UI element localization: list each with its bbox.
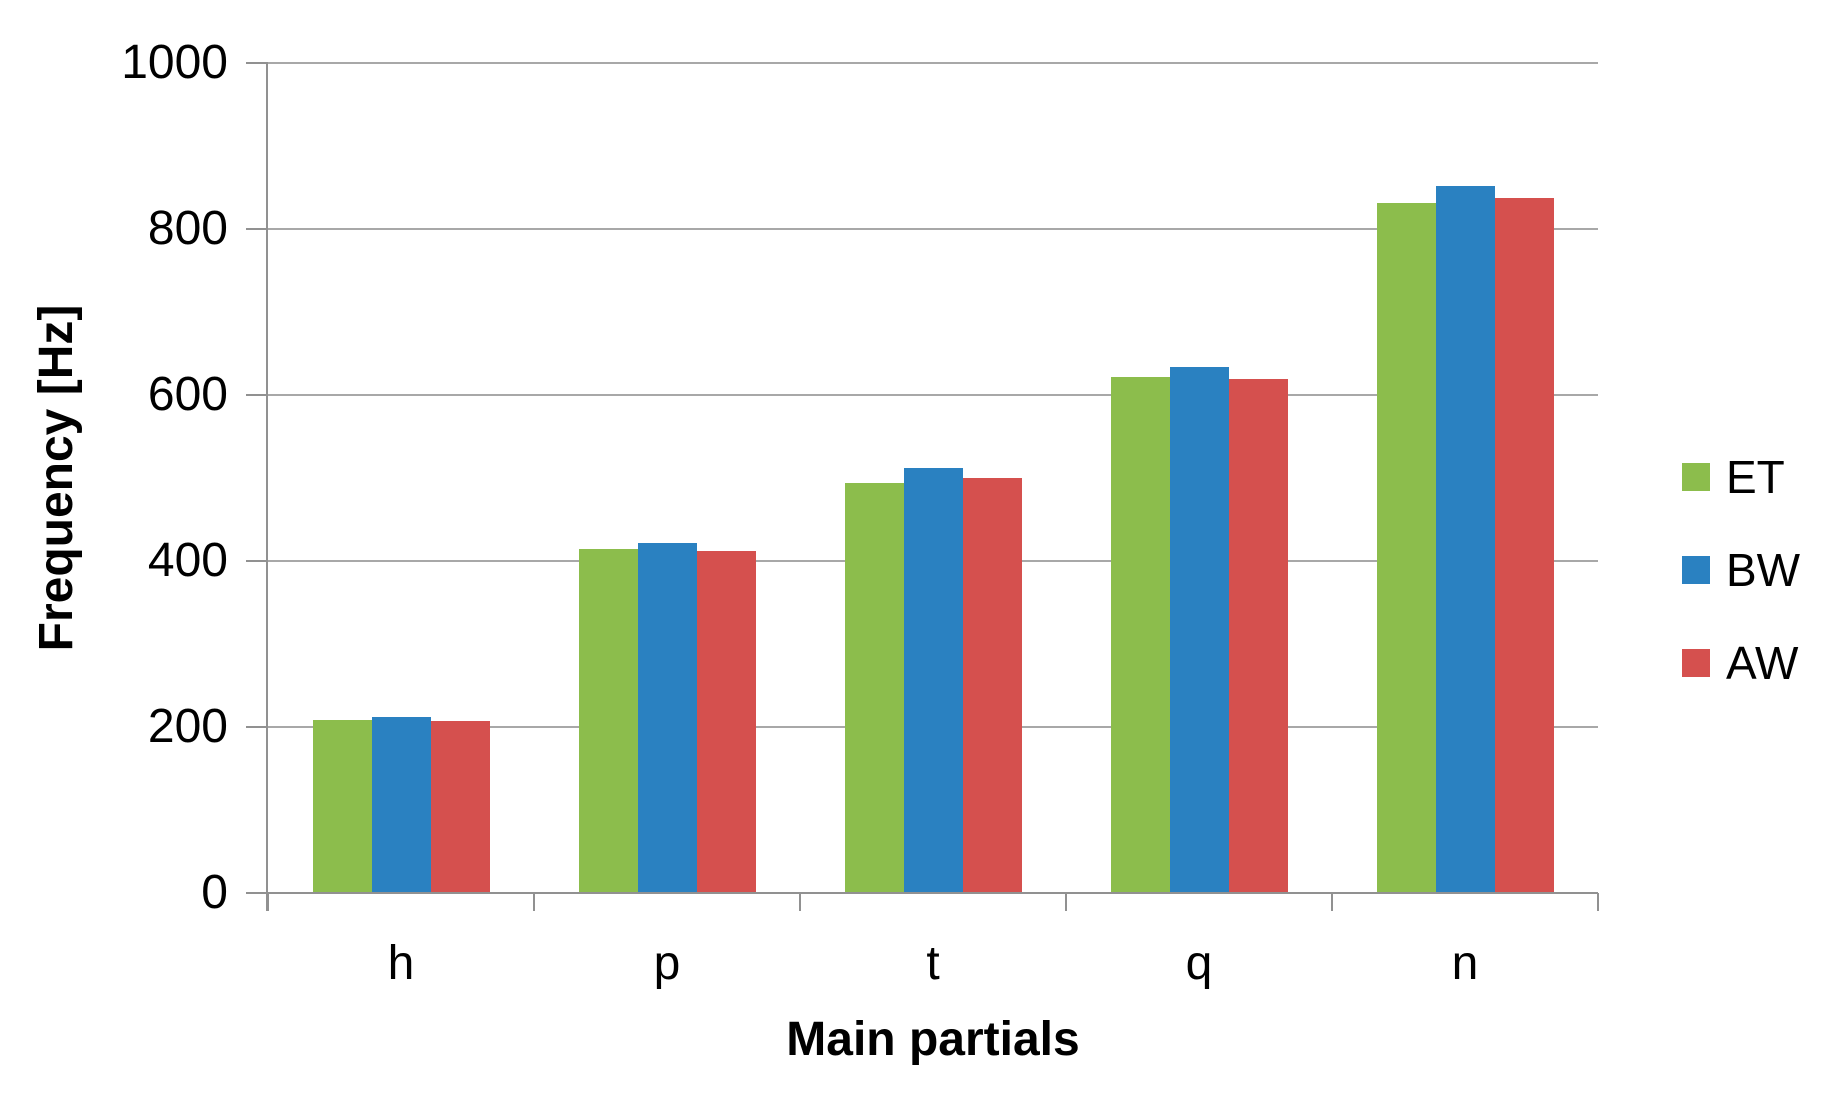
x-tick-label-t: t: [926, 937, 940, 990]
legend-label-et: ET: [1726, 451, 1785, 503]
y-tick-mark-1000: [246, 62, 268, 64]
legend-label-aw: AW: [1726, 637, 1799, 689]
bar-ET-n: [1377, 203, 1436, 893]
legend: ET BW AW: [1682, 451, 1801, 689]
legend-entry: AW: [1682, 637, 1800, 689]
y-axis-line: [266, 63, 268, 911]
y-tick-label-200: 200: [147, 700, 228, 753]
bar-ET-p: [579, 549, 638, 893]
y-tick-label-0: 0: [201, 866, 228, 919]
y-tick-mark-400: [246, 560, 268, 562]
x-tick-mark-5: [1597, 893, 1599, 911]
x-tick-mark-3: [1065, 893, 1067, 911]
y-tick-label-400: 400: [147, 534, 228, 587]
legend-marker-et: [1682, 463, 1710, 491]
gridline-800: [268, 228, 1598, 230]
legend-entry: BW: [1682, 544, 1801, 596]
bar-BW-h: [372, 717, 431, 893]
y-tick-label-1000: 1000: [121, 36, 228, 89]
legend-marker-aw: [1682, 649, 1710, 677]
bar-ET-q: [1111, 377, 1170, 893]
x-axis-line: [268, 892, 1598, 894]
gridline-1000: [268, 62, 1598, 64]
bar-AW-q: [1229, 379, 1288, 893]
y-tick-mark-600: [246, 394, 268, 396]
x-tick-label-h: h: [387, 937, 415, 990]
x-axis-title: Main partials: [786, 1013, 1080, 1066]
bar-AW-p: [697, 551, 756, 893]
legend-marker-bw: [1682, 556, 1710, 584]
y-tick-label-600: 600: [147, 368, 228, 421]
bar-BW-n: [1436, 186, 1495, 893]
bar-AW-h: [431, 721, 490, 893]
x-tick-mark-4: [1331, 893, 1333, 911]
bar-BW-t: [904, 468, 963, 893]
bar-BW-q: [1170, 367, 1229, 893]
x-tick-mark-0: [267, 893, 269, 911]
y-tick-label-800: 800: [147, 202, 228, 255]
gridline-600: [268, 394, 1598, 396]
x-tick-mark-2: [799, 893, 801, 911]
bar-BW-p: [638, 543, 697, 893]
bar-AW-t: [963, 478, 1022, 893]
x-tick-label-q: q: [1185, 937, 1213, 990]
y-tick-mark-0: [246, 892, 268, 894]
bar-ET-t: [845, 483, 904, 893]
x-tick-mark-1: [533, 893, 535, 911]
bar-ET-h: [313, 720, 372, 893]
y-tick-mark-800: [246, 228, 268, 230]
legend-entry: ET: [1682, 451, 1800, 503]
bar-AW-n: [1495, 198, 1554, 893]
legend-label-bw: BW: [1726, 544, 1801, 596]
plot-area: [268, 62, 1598, 893]
y-tick-mark-200: [246, 726, 268, 728]
x-tick-label-p: p: [653, 937, 681, 990]
y-axis-title: Frequency [Hz]: [30, 304, 83, 652]
x-tick-label-n: n: [1451, 937, 1479, 990]
